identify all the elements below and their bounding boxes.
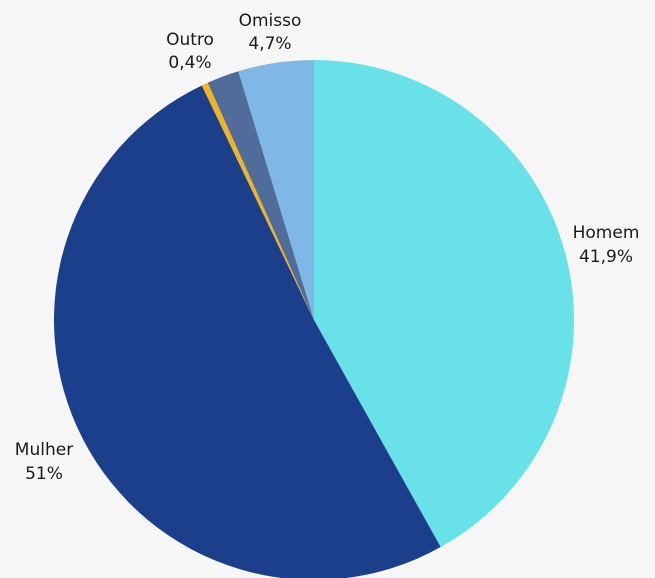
- label-outro-value: 0,4%: [168, 53, 211, 73]
- pie-slice-omisso: [238, 60, 314, 320]
- pie-slice-outro: [201, 82, 314, 320]
- label-outro-name: Outro: [166, 30, 214, 50]
- label-mulher-value: 51%: [25, 464, 63, 484]
- pie-slice-homem: [314, 60, 574, 548]
- label-homem-value: 41,9%: [579, 247, 633, 267]
- pie-slices: [54, 60, 574, 578]
- pie-slice-unlabeled-3: [207, 71, 314, 320]
- label-omisso-name: Omisso: [239, 11, 302, 31]
- label-omisso-value: 4,7%: [248, 34, 291, 54]
- pie-slice-mulher: [54, 85, 441, 578]
- label-mulher-name: Mulher: [15, 440, 73, 460]
- label-homem-name: Homem: [573, 223, 640, 243]
